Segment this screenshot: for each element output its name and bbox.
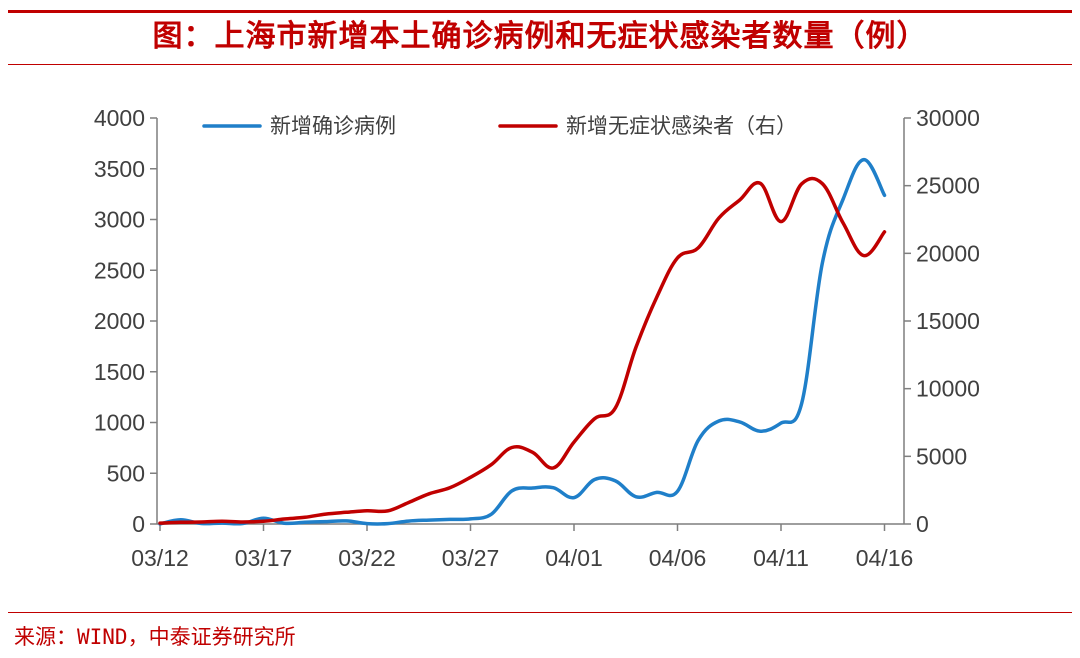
chart-legend: 新增确诊病例 新增无症状感染者（右）	[202, 114, 797, 138]
y-left-tick-label: 500	[107, 460, 145, 486]
y-right-tick-label: 0	[916, 511, 929, 537]
x-tick-label: 04/01	[545, 545, 603, 571]
x-tick-label: 03/17	[235, 545, 293, 571]
x-tick-label: 04/16	[856, 545, 914, 571]
x-tick-label: 04/06	[649, 545, 707, 571]
series-line-confirmed	[158, 157, 887, 526]
y-right-tick-label: 20000	[916, 240, 980, 266]
chart-axes: 0 500 1000 1500 2000 2500 3000 3500 4000 0 5000 100…	[94, 105, 980, 571]
y-left-tick-label: 1000	[94, 410, 145, 436]
legend-label-asymptomatic: 新增无症状感染者（右）	[566, 114, 797, 138]
page-title: 图：上海市新增本土确诊病例和无症状感染者数量（例）	[152, 19, 928, 54]
x-tick-label: 03/12	[131, 545, 189, 571]
series-line-asymptomatic	[158, 176, 887, 525]
y-right-tick-label: 30000	[916, 105, 980, 131]
y-right-tick-label: 15000	[916, 308, 980, 334]
chart-lines	[158, 157, 887, 526]
y-left-tick-label: 1500	[94, 359, 145, 385]
y-left-tick-label: 0	[132, 511, 145, 537]
y-right-tick-label: 5000	[916, 443, 967, 469]
y-left-tick-label: 2500	[94, 257, 145, 283]
footer-rule	[8, 612, 1072, 613]
y-left-tick-label: 3500	[94, 156, 145, 182]
y-left-tick-label: 4000	[94, 105, 145, 131]
y-right-tick-label: 25000	[916, 173, 980, 199]
x-tick-label: 03/27	[442, 545, 500, 571]
y-right-tick-label: 10000	[916, 376, 980, 402]
x-tick-label: 03/22	[338, 545, 396, 571]
x-tick-label: 04/11	[753, 545, 809, 571]
legend-label-confirmed: 新增确诊病例	[270, 114, 396, 138]
y-left-tick-label: 3000	[94, 207, 145, 233]
source-note: 来源：WIND，中泰证券研究所	[14, 625, 296, 649]
y-left-tick-label: 2000	[94, 308, 145, 334]
title-bottom-rule	[8, 64, 1072, 65]
title-top-rule	[8, 10, 1072, 13]
